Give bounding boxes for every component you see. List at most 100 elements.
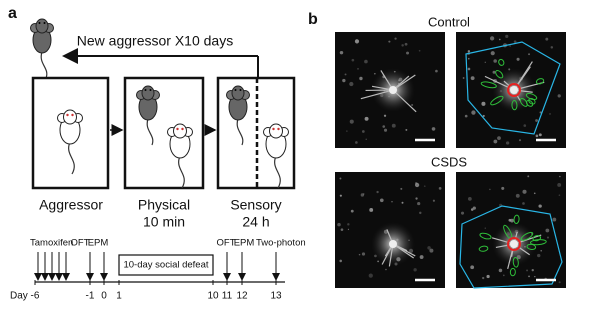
speckle	[501, 186, 505, 190]
speckle	[531, 269, 534, 272]
speckle	[558, 281, 561, 284]
speckle	[364, 116, 369, 121]
speckle	[404, 42, 408, 46]
mouse-icon	[135, 85, 161, 146]
speckle	[527, 175, 530, 178]
condition-label: CSDS	[431, 154, 467, 169]
speckle	[523, 124, 527, 127]
event-label: Two-photon	[256, 238, 306, 249]
stage-label: 10 min	[143, 214, 185, 230]
speckle	[388, 40, 391, 43]
speckle	[508, 218, 512, 222]
defeat-label: 10-day social defeat	[123, 260, 208, 271]
speckle	[438, 187, 442, 190]
speckle	[362, 193, 365, 195]
speckle	[481, 101, 486, 106]
day-label: -1	[86, 291, 95, 302]
speckle	[516, 57, 520, 61]
process	[360, 89, 394, 100]
speckle	[470, 208, 474, 211]
speckle	[493, 59, 497, 63]
speckle	[538, 204, 542, 208]
speckle	[493, 139, 498, 144]
speckle	[467, 197, 472, 201]
speckle	[400, 187, 403, 190]
process-outline	[513, 214, 520, 225]
speckle	[364, 59, 368, 64]
speckle	[418, 49, 421, 52]
speckle	[470, 76, 475, 81]
stage-label: Aggressor	[39, 197, 103, 213]
mouse-icon	[225, 85, 251, 146]
speckle	[526, 269, 529, 272]
speckle	[431, 127, 436, 131]
speckle	[498, 268, 503, 273]
soma	[510, 240, 518, 248]
speckle	[339, 50, 344, 55]
soma-outline	[507, 83, 521, 97]
speckle	[383, 114, 387, 117]
speckle	[518, 139, 522, 142]
speckle	[411, 104, 414, 107]
speckle	[355, 141, 358, 144]
speckle	[505, 141, 510, 145]
day-label: 13	[270, 291, 282, 302]
process-outline	[479, 232, 492, 240]
speckle	[359, 76, 363, 81]
day-label: 1	[116, 291, 122, 302]
speckle	[357, 68, 359, 70]
day-label: -6	[31, 291, 40, 302]
speckle	[559, 175, 561, 178]
stage-label: 24 h	[242, 214, 269, 230]
speckle	[471, 110, 476, 115]
speckle	[347, 228, 350, 231]
day-label: 11	[222, 291, 233, 302]
stage-label: Sensory	[230, 197, 281, 213]
speckle	[374, 73, 376, 75]
speckle	[355, 39, 357, 41]
speckle	[515, 193, 520, 198]
speckle	[415, 197, 418, 200]
process-outline	[535, 78, 545, 85]
speckle	[339, 259, 342, 263]
speckle	[557, 94, 561, 98]
stage-label: Physical	[138, 197, 190, 213]
speckle	[379, 198, 384, 203]
speckle	[549, 113, 551, 115]
speckle	[435, 69, 438, 73]
speckle	[472, 206, 476, 210]
speckle	[528, 275, 530, 278]
speckle	[489, 188, 491, 191]
process-outline	[495, 70, 504, 79]
process	[513, 66, 531, 91]
speckle	[429, 248, 434, 253]
speckle	[498, 38, 501, 41]
speckle	[349, 81, 354, 87]
speckle	[413, 268, 417, 272]
process-outline	[512, 256, 519, 268]
speckle	[351, 58, 355, 62]
process-outline	[529, 239, 547, 246]
speckle	[365, 138, 367, 140]
territory	[459, 205, 563, 289]
speckle	[346, 130, 348, 132]
speckle	[470, 265, 475, 270]
process-outline	[478, 245, 489, 252]
speckle	[550, 46, 554, 49]
speckle	[545, 228, 550, 233]
speckle	[535, 134, 539, 138]
speckle	[358, 253, 361, 256]
speckle	[419, 255, 424, 259]
speckle	[467, 67, 471, 71]
speckle	[497, 136, 501, 141]
box	[31, 76, 110, 190]
speckle	[368, 273, 373, 278]
speckle	[467, 50, 471, 53]
condition-label: Control	[428, 14, 470, 29]
speckle	[406, 51, 410, 55]
speckle	[482, 114, 485, 118]
speckle	[401, 44, 404, 47]
day-label: 12	[236, 291, 248, 302]
speckle	[539, 111, 542, 114]
